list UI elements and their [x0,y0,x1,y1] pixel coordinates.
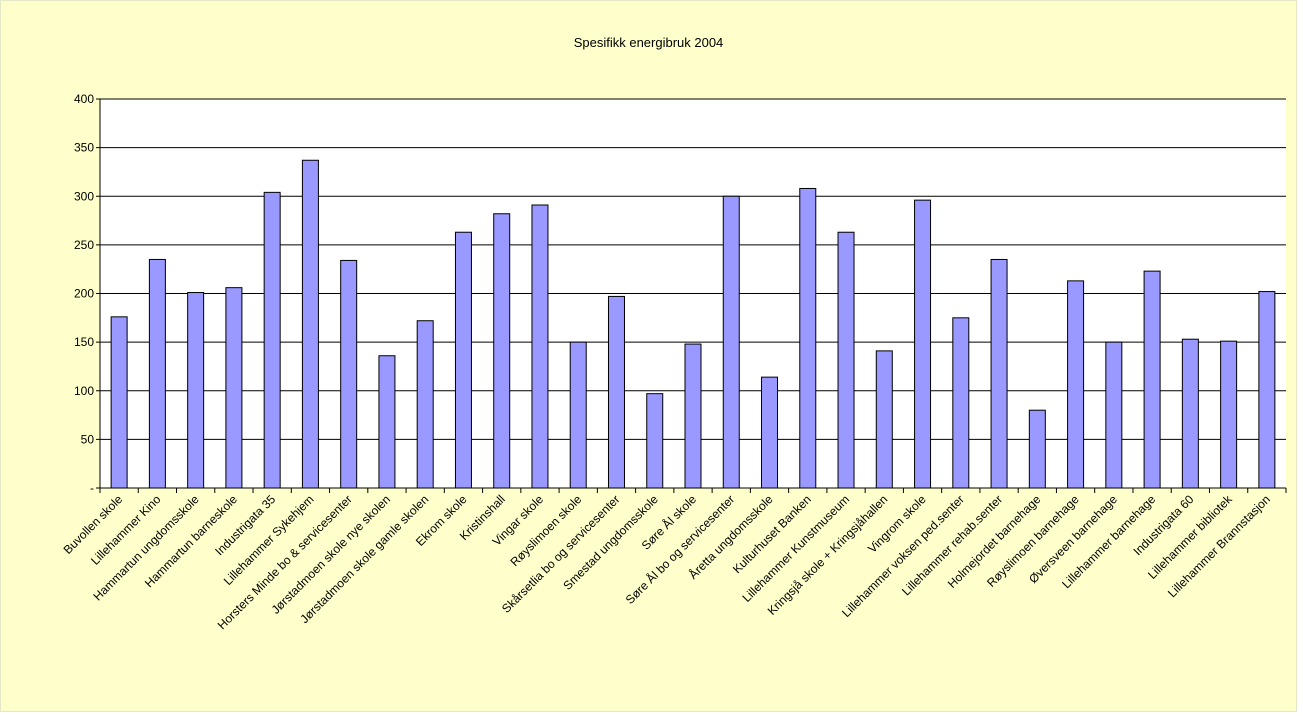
y-tick-label: - [90,481,94,495]
bar [531,204,549,489]
bar [301,159,319,489]
bar [454,231,472,489]
y-tick-label: 350 [74,141,94,155]
bar [263,191,281,489]
y-tick-label: 300 [74,189,94,203]
bar [1143,270,1161,489]
bar [225,287,243,489]
bar [914,199,932,489]
x-tick-label: Lillehammer Kino [88,492,164,568]
bar [990,258,1008,489]
bar [722,195,740,489]
bar [1105,341,1123,489]
bar [761,376,779,489]
bar [493,213,511,489]
bar [1181,338,1199,489]
bar [378,355,396,489]
y-tick-label: 50 [81,432,95,446]
y-tick-label: 250 [74,238,94,252]
bar [416,320,434,489]
bar [1028,409,1046,489]
bar [684,343,702,489]
chart-title: Spesifikk energibruk 2004 [573,35,724,50]
bar [1220,340,1238,489]
bar [646,393,664,489]
y-tick-label: 100 [74,384,94,398]
bar [110,316,128,489]
bar [875,350,893,489]
bar [1067,280,1085,489]
bar [952,317,970,489]
bar [1258,291,1276,489]
bar [799,187,817,489]
bar [187,292,205,489]
bar [340,259,358,489]
y-tick-label: 150 [74,335,94,349]
y-tick-label: 400 [74,92,94,106]
bar [607,295,625,489]
bar [837,231,855,489]
y-tick-label: 200 [74,287,94,301]
bar [148,258,166,489]
bar [569,341,587,489]
